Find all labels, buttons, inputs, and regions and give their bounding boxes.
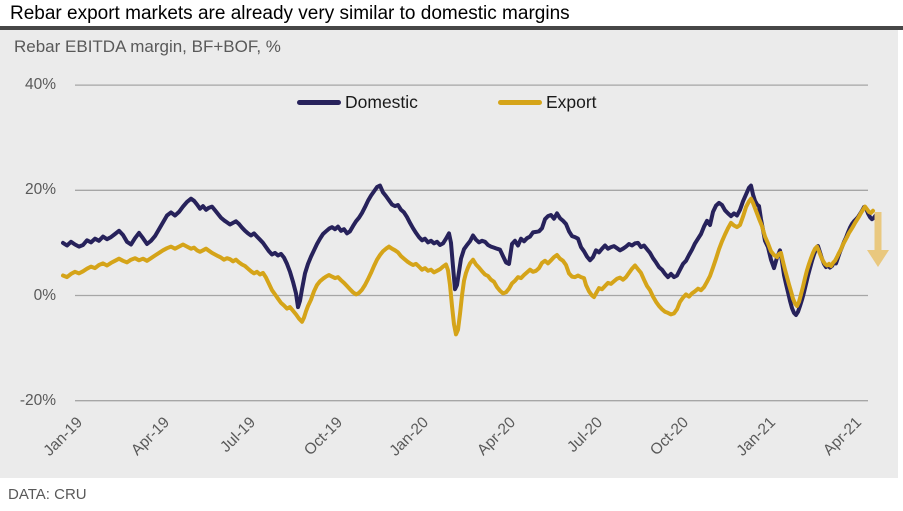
down-arrow-head xyxy=(867,250,889,267)
series-line-export xyxy=(61,196,875,337)
legend-swatch-export xyxy=(497,100,542,105)
title-divider xyxy=(0,26,903,30)
ytick-40%: 40% xyxy=(24,76,56,94)
legend-item-export: Export xyxy=(497,92,597,113)
page-title: Rebar export markets are already very si… xyxy=(10,3,570,24)
down-arrow-icon xyxy=(874,212,882,252)
ytick--20%: -20% xyxy=(19,391,56,409)
chart-legend: Domestic Export xyxy=(297,92,597,113)
legend-label-domestic: Domestic xyxy=(345,92,418,112)
chart-panel xyxy=(0,30,898,478)
legend-label-export: Export xyxy=(545,92,597,112)
ytick-0%: 0% xyxy=(33,286,56,304)
legend-item-domestic: Domestic xyxy=(297,92,418,113)
source-note: DATA: CRU xyxy=(8,486,87,503)
legend-swatch-domestic xyxy=(297,100,341,105)
ytick-20%: 20% xyxy=(24,181,56,199)
chart-subtitle: Rebar EBITDA margin, BF+BOF, % xyxy=(14,37,281,56)
